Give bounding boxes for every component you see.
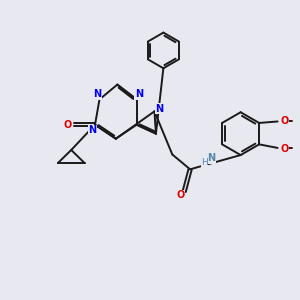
Text: N: N <box>207 153 215 163</box>
Text: O: O <box>280 143 288 154</box>
Text: N: N <box>155 104 164 114</box>
Text: N: N <box>93 89 101 99</box>
Text: O: O <box>280 116 288 126</box>
Text: H: H <box>201 158 208 167</box>
Text: N: N <box>88 125 97 135</box>
Text: O: O <box>64 120 72 130</box>
Text: O: O <box>176 190 185 200</box>
Text: N: N <box>135 89 143 99</box>
